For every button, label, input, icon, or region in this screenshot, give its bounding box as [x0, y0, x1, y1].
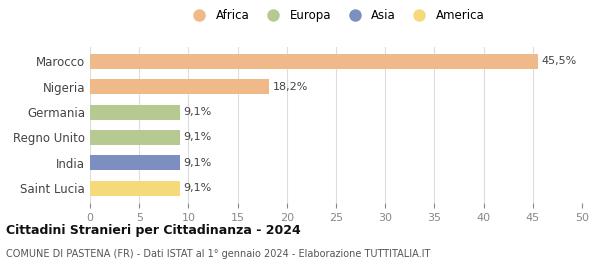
Text: 9,1%: 9,1%	[184, 158, 212, 168]
Text: Cittadini Stranieri per Cittadinanza - 2024: Cittadini Stranieri per Cittadinanza - 2…	[6, 224, 301, 237]
Legend: Africa, Europa, Asia, America: Africa, Europa, Asia, America	[184, 6, 488, 26]
Text: 45,5%: 45,5%	[542, 56, 577, 67]
Bar	[90, 105, 179, 120]
Bar	[90, 54, 538, 69]
Text: COMUNE DI PASTENA (FR) - Dati ISTAT al 1° gennaio 2024 - Elaborazione TUTTITALIA: COMUNE DI PASTENA (FR) - Dati ISTAT al 1…	[6, 249, 430, 259]
Text: 9,1%: 9,1%	[184, 107, 212, 117]
Text: 9,1%: 9,1%	[184, 183, 212, 193]
Bar	[90, 155, 179, 170]
Bar	[90, 79, 269, 94]
Bar	[90, 130, 179, 145]
Bar	[90, 180, 179, 196]
Text: 9,1%: 9,1%	[184, 132, 212, 142]
Text: 18,2%: 18,2%	[273, 82, 308, 92]
